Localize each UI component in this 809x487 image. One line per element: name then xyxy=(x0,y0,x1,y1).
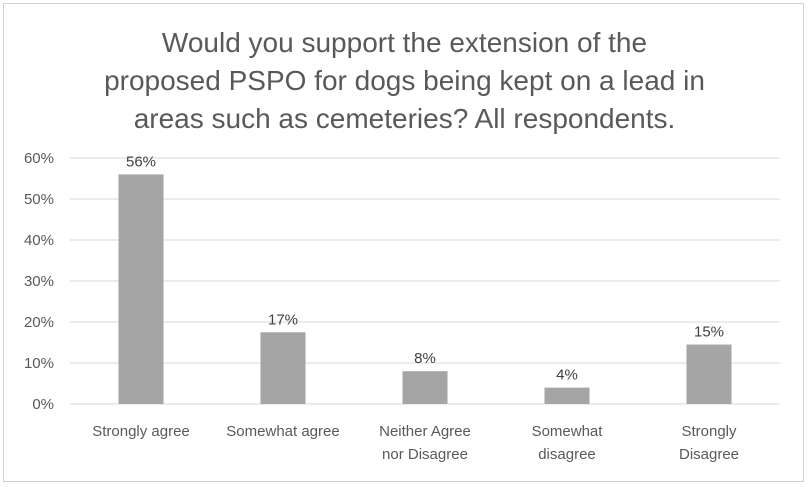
y-tick-label: 60% xyxy=(24,150,54,167)
data-label: 8% xyxy=(414,350,436,367)
y-tick-label: 10% xyxy=(24,355,54,372)
y-tick-label: 30% xyxy=(24,273,54,290)
category-label: Neither Agree xyxy=(379,423,471,440)
y-tick-label: 40% xyxy=(24,232,54,249)
bar xyxy=(686,344,732,404)
category-label: Strongly agree xyxy=(92,423,190,440)
category-label: Somewhat agree xyxy=(226,423,339,440)
y-tick-label: 0% xyxy=(32,396,54,413)
y-tick-label: 20% xyxy=(24,314,54,331)
category-label: Somewhat xyxy=(532,423,604,440)
category-label: Disagree xyxy=(679,446,739,463)
data-label: 56% xyxy=(126,153,156,170)
bar xyxy=(402,371,448,404)
y-tick-label: 50% xyxy=(24,191,54,208)
chart-title: Would you support the extension of the p… xyxy=(0,24,809,138)
category-label: nor Disagree xyxy=(382,446,468,463)
data-label: 15% xyxy=(694,324,724,341)
data-label: 4% xyxy=(556,367,578,384)
chart-title-line-2: proposed PSPO for dogs being kept on a l… xyxy=(104,65,705,96)
category-label: Strongly xyxy=(681,423,737,440)
chart-title-line-1: Would you support the extension of the xyxy=(161,27,648,58)
category-label: disagree xyxy=(538,446,596,463)
data-label: 17% xyxy=(268,311,298,328)
bar xyxy=(544,387,590,404)
bar xyxy=(260,332,306,404)
chart-title-line-3: areas such as cemeteries? All respondent… xyxy=(133,103,676,134)
bar xyxy=(118,174,164,404)
